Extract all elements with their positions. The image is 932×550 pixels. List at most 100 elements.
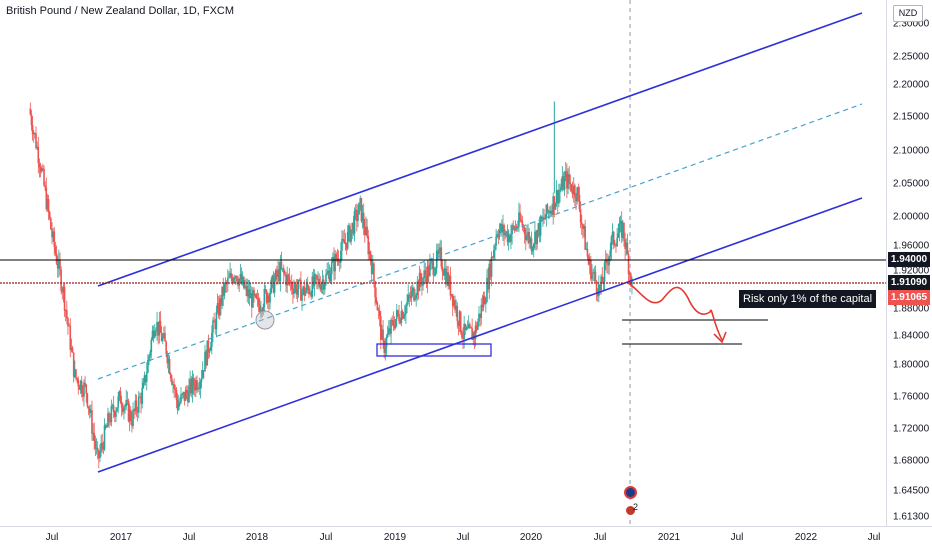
channel-midline[interactable] [97,103,863,380]
candle-body [473,332,476,339]
candle-body [583,226,585,229]
candle-body [413,287,415,301]
candle-body [164,333,166,342]
candle-body [509,234,511,242]
candle-body [142,382,145,388]
candle-body [553,196,556,210]
candle-body [182,392,185,395]
anchor-point-handle[interactable] [255,310,275,330]
candle-body [219,298,221,316]
candle-body [576,187,578,202]
candle-body [102,445,105,450]
candle-body [529,238,532,244]
candle-body [616,237,618,246]
price-tick: 1.76000 [893,391,930,403]
demand-zone-box[interactable] [376,343,492,357]
time-tick: Jul [456,532,470,543]
candle-body [478,313,480,322]
candle-body [414,298,416,301]
candle-body [593,271,596,273]
candle-body [256,298,259,299]
candle-body [95,447,98,449]
risk-note-label[interactable]: Risk only 1% of the capital [739,290,877,308]
candle-body [384,347,387,353]
candle-body [222,286,225,296]
candle-body [176,399,179,410]
candle-body [171,378,173,385]
candle-body [248,289,251,299]
currency-selector[interactable]: NZD [893,5,923,22]
candle-body [124,406,126,408]
candle-body [374,281,376,298]
channel-lower-line[interactable] [97,197,863,473]
time-scale[interactable]: Jul 2017 Jul 2018 Jul 2019 Jul 2020 Jul … [0,526,932,550]
candle-body [457,321,460,327]
candle-body [424,270,427,276]
candle-body [240,274,243,284]
chart-pane[interactable]: British Pound / New Zealand Dollar, 1D, … [0,0,886,526]
price-scale[interactable]: 2.30000 2.25000 2.20000 2.15000 2.10000 … [886,0,932,526]
candle-body [481,304,484,308]
candle-body [94,440,97,449]
candle-body [488,263,491,290]
candle-body [507,234,510,243]
candle-body [29,108,32,115]
event-count-badge: 2 [633,502,639,512]
candle-body [69,325,72,350]
candle-body [238,278,241,286]
candle-body [611,231,614,237]
candle-body [398,313,400,322]
candle-body [296,288,299,295]
candle-body [262,306,265,311]
candle-body [207,340,210,353]
candle-body [606,259,608,264]
candle-body [221,286,223,306]
candle-body [558,192,560,204]
candle-body [110,405,113,423]
candle-body [609,250,612,257]
candle-body [522,226,525,228]
candle-body [377,310,380,312]
candle-body [288,276,291,282]
symbol-title: British Pound / New Zealand Dollar, 1D, … [6,5,235,17]
candle-body [579,209,582,223]
candle-body [528,232,531,244]
candle-body [562,176,565,190]
candle-body [117,396,120,408]
candle-body [74,369,76,377]
price-chart[interactable] [0,0,886,526]
candle-body [197,387,199,390]
candle-body [354,209,357,212]
projection-path[interactable] [627,282,723,341]
candle-body [250,293,253,308]
candle-body [175,389,178,400]
news-event-icon[interactable] [624,504,637,517]
candle-body [83,382,85,397]
candle-body [370,260,373,274]
candle-body [62,286,65,293]
candle-body [172,383,174,385]
candle-body [173,383,175,389]
economic-event-icon[interactable] [624,486,637,499]
candle-body [394,318,397,328]
candle-body [555,190,558,204]
candle-body [42,168,44,170]
candle-body [459,311,462,333]
level-price-label: 1.94000 [888,252,930,267]
candle-body [134,400,137,412]
candle-body [365,226,367,235]
candle-body [77,379,80,387]
candle-body [617,233,620,238]
candle-body [352,222,355,234]
candle-body [376,302,379,311]
candle-body [601,276,604,284]
candle-body [619,220,622,224]
candle-body [330,262,333,275]
candle-body [116,407,118,412]
channel-upper-line[interactable] [97,12,863,287]
candle-body [232,278,235,283]
candle-body [362,212,365,228]
candle-body [168,358,171,374]
candle-body [369,251,372,261]
candle-body [263,288,266,307]
